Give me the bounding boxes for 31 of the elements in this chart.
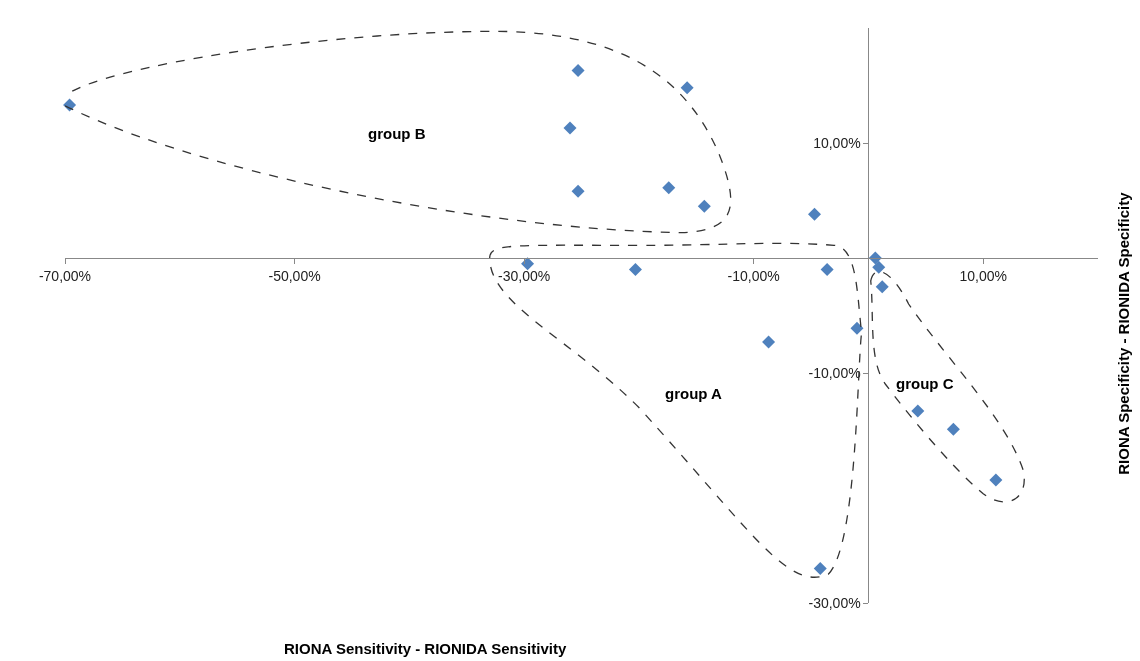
annotation: group B	[368, 125, 426, 142]
point	[521, 257, 535, 271]
x-tick-label: -70,00%	[38, 267, 92, 284]
annotation: group A	[665, 385, 723, 402]
point	[697, 199, 711, 213]
y-tick-label: -30,00%	[808, 594, 861, 611]
y-tick-label: -10,00%	[808, 364, 861, 381]
point	[946, 422, 960, 436]
point	[808, 207, 821, 221]
x-tick-label: 10,00%	[959, 267, 1007, 284]
point	[571, 64, 585, 78]
x-tick-label: -50,00%	[268, 267, 321, 284]
point	[628, 263, 642, 276]
point	[563, 121, 577, 135]
point	[813, 562, 827, 575]
annotation: group C	[896, 375, 954, 392]
point	[850, 321, 864, 335]
point	[820, 263, 834, 276]
y-tick-label: 10,00%	[813, 134, 861, 151]
x-tick-label: -30,00%	[498, 267, 551, 284]
point	[872, 260, 886, 274]
x-axis-title: RIONA Sensitivity - RIONIDA Sensitivity	[284, 640, 567, 657]
point	[875, 280, 889, 294]
x-tick-label: -10,00%	[727, 267, 780, 284]
point	[680, 81, 694, 95]
point	[662, 181, 676, 195]
point	[989, 473, 1003, 487]
point	[762, 335, 776, 349]
point	[911, 404, 925, 418]
y-axis-title: RIONA Specificity - RIONIDA Specificity	[1115, 191, 1133, 475]
point	[571, 184, 585, 198]
